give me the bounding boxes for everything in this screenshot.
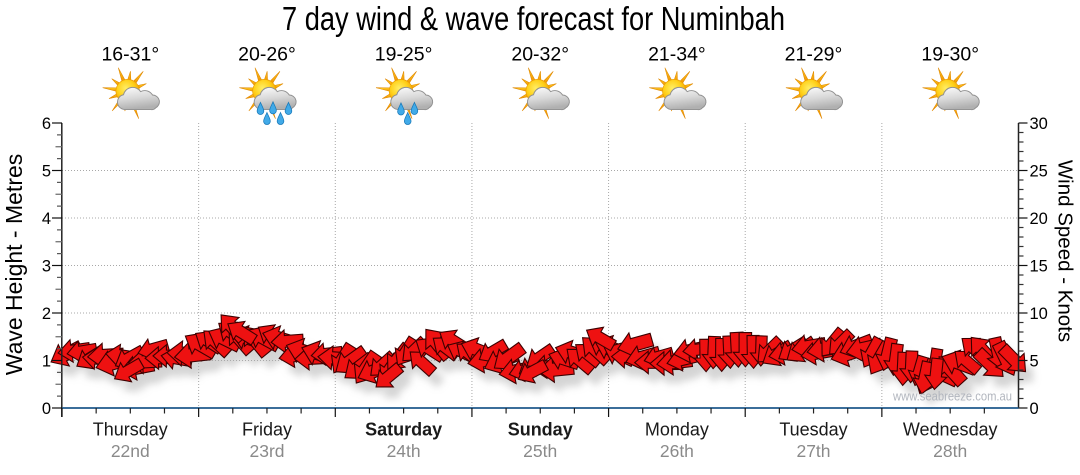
svg-text:Sunday: Sunday	[508, 420, 573, 440]
svg-text:21-29°: 21-29°	[785, 44, 843, 66]
svg-text:7 day wind & wave forecast for: 7 day wind & wave forecast for Numinbah	[282, 1, 785, 38]
svg-text:5: 5	[1030, 352, 1039, 370]
svg-text:15: 15	[1030, 257, 1048, 275]
svg-text:0: 0	[42, 400, 51, 418]
svg-text:0: 0	[1030, 400, 1039, 418]
svg-text:24th: 24th	[387, 441, 421, 461]
svg-text:Wave Height - Metres: Wave Height - Metres	[1, 154, 27, 376]
svg-text:1: 1	[42, 352, 51, 370]
svg-text:21-34°: 21-34°	[648, 44, 706, 66]
svg-text:16-31°: 16-31°	[101, 44, 159, 66]
svg-text:Wind Speed - Knots: Wind Speed - Knots	[1054, 160, 1077, 342]
svg-text:5: 5	[42, 162, 51, 180]
svg-text:2: 2	[42, 305, 51, 323]
svg-text:3: 3	[42, 257, 51, 275]
svg-text:20-26°: 20-26°	[238, 44, 296, 66]
svg-text:Thursday: Thursday	[93, 420, 168, 440]
svg-text:Tuesday: Tuesday	[779, 420, 847, 440]
svg-text:4: 4	[42, 210, 51, 228]
svg-text:23rd: 23rd	[249, 441, 284, 461]
svg-text:Monday: Monday	[645, 420, 709, 440]
svg-text:Saturday: Saturday	[365, 420, 442, 440]
svg-text:6: 6	[42, 115, 51, 133]
svg-text:30: 30	[1030, 115, 1048, 133]
svg-text:27th: 27th	[796, 441, 830, 461]
svg-text:22nd: 22nd	[111, 441, 150, 461]
svg-text:19-30°: 19-30°	[921, 44, 979, 66]
svg-text:28th: 28th	[933, 441, 967, 461]
svg-text:Wednesday: Wednesday	[903, 420, 998, 440]
svg-text:26th: 26th	[660, 441, 694, 461]
svg-text:www.seabreeze.com.au: www.seabreeze.com.au	[892, 390, 1012, 404]
svg-text:25th: 25th	[523, 441, 557, 461]
svg-text:Friday: Friday	[242, 420, 292, 440]
svg-text:19-25°: 19-25°	[375, 44, 433, 66]
svg-text:20-32°: 20-32°	[511, 44, 569, 66]
svg-text:10: 10	[1030, 305, 1048, 323]
svg-text:25: 25	[1030, 162, 1048, 180]
svg-text:20: 20	[1030, 210, 1048, 228]
